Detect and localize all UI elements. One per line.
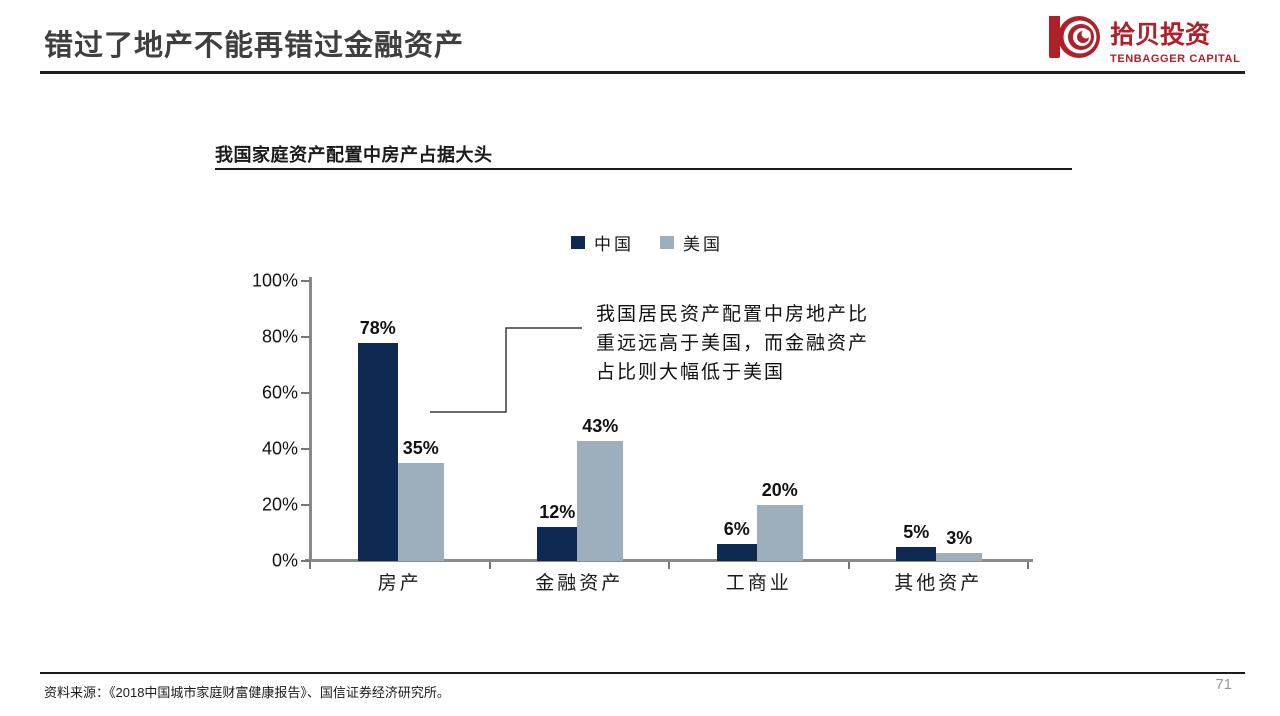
y-axis-tick-mark: [301, 504, 310, 506]
bar-美国-其他资产: [936, 552, 983, 561]
logo-text: 拾贝投资 TENBAGGER CAPITAL: [1110, 15, 1242, 65]
legend-swatch-usa: [660, 236, 674, 249]
y-axis-tick-label: 80%: [261, 326, 298, 347]
chart-title-divider: [215, 168, 1072, 170]
y-axis-tick-label: 100%: [251, 270, 298, 291]
category-label: 金融资产: [535, 573, 624, 594]
y-axis-tick-mark: [301, 448, 310, 450]
y-axis-tick-mark: [301, 392, 310, 394]
bar-value-label: 78%: [359, 317, 396, 338]
bar-中国-工商业: [716, 544, 757, 561]
chart-annotation: 我国居民资产配置中房地产比 重远远高于美国，而金融资产 占比则大幅低于美国: [596, 304, 870, 383]
footer-divider: [40, 672, 1245, 674]
x-axis-tick-mark: [309, 562, 311, 569]
legend-item-china: 中国: [571, 230, 634, 255]
legend-item-usa: 美国: [660, 230, 723, 255]
bar-value-label: 6%: [723, 519, 750, 540]
bar-美国-房产: [397, 463, 444, 561]
page-number: 71: [1215, 676, 1232, 693]
bar-value-label: 35%: [402, 438, 439, 458]
bar-中国-房产: [357, 342, 398, 561]
y-axis-tick-mark: [301, 336, 310, 338]
chart-title: 我国家庭资产配置中房产占据大头: [215, 145, 493, 165]
title-divider: [40, 71, 1245, 74]
bar-value-label: 3%: [946, 527, 973, 548]
bar-value-label: 5%: [903, 522, 930, 542]
legend-swatch-china: [571, 236, 585, 249]
chart-legend: 中国 美国: [571, 230, 723, 255]
x-axis-tick-mark: [668, 562, 670, 569]
footer-source: 资料来源：《2018中国城市家庭财富健康报告》、国信证券经济研究所。: [44, 685, 450, 700]
bar-value-label: 20%: [761, 480, 798, 500]
bar-value-label: 12%: [539, 502, 576, 523]
x-axis: [305, 559, 1033, 562]
legend-label-china: 中国: [594, 235, 634, 254]
bar-中国-金融资产: [537, 527, 578, 561]
x-axis-tick-mark: [1027, 562, 1029, 569]
x-axis-tick-mark: [488, 562, 491, 569]
y-axis-tick-mark: [301, 560, 310, 562]
bar-value-label: 43%: [582, 415, 619, 436]
page-title: 错过了地产不能再错过金融资产: [44, 30, 465, 62]
category-label: 其他资产: [894, 573, 983, 594]
category-label: 房产: [377, 573, 422, 594]
y-axis-tick-label: 40%: [261, 438, 298, 459]
legend-label-usa: 美国: [683, 235, 723, 254]
y-axis: [309, 277, 312, 562]
bar-美国-金融资产: [577, 440, 624, 561]
y-axis-tick-label: 60%: [261, 382, 298, 403]
y-axis-tick-label: 20%: [261, 494, 298, 515]
category-label: 工商业: [725, 573, 792, 594]
tenbagger-logo-icon: [1046, 10, 1100, 69]
y-axis-tick-mark: [301, 280, 310, 282]
x-axis-tick-mark: [847, 562, 850, 569]
logo-cn-name: 拾贝投资: [1110, 21, 1211, 49]
bar-美国-工商业: [756, 505, 803, 561]
y-axis-tick-label: 0%: [271, 550, 298, 571]
bar-中国-其他资产: [896, 547, 937, 561]
company-logo: 拾贝投资 TENBAGGER CAPITAL: [1046, 10, 1242, 69]
logo-en-name: TENBAGGER CAPITAL: [1110, 52, 1241, 65]
